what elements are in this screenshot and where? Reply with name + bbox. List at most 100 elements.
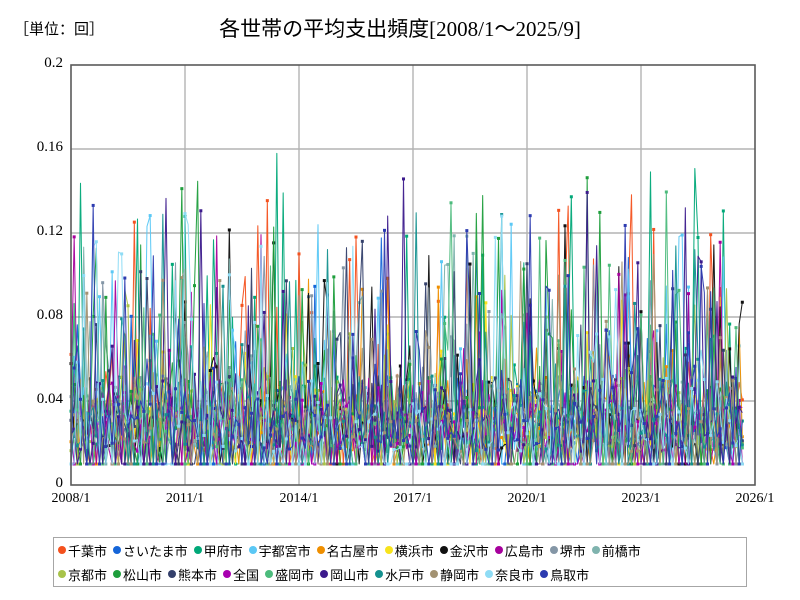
series-marker [652,462,656,466]
series-marker [250,462,253,466]
series-marker [563,258,567,262]
legend-item-広島市[interactable]: 広島市 [494,541,544,560]
legend-row-2: 京都市 松山市 熊本市 全国 盛岡市 岡山市 水戸市 静岡市 奈良市 鳥取市 [54,562,746,586]
series-marker [82,274,86,278]
series-marker [509,426,513,430]
series-marker [500,214,504,218]
series-marker [402,445,405,449]
series-marker [224,381,228,385]
series-marker [737,462,741,466]
y-axis-tick-label: 0.12 [36,223,63,239]
series-marker [487,443,491,447]
legend-color-swatch-icon [113,570,122,578]
series-marker [566,462,570,466]
legend-item-千葉市[interactable]: 千葉市 [58,541,107,560]
series-marker [313,364,317,368]
series-marker [300,361,304,365]
series-marker [335,375,339,379]
legend-item-全国[interactable]: 全国 [223,565,259,584]
legend-item-宇都宮市[interactable]: 宇都宮市 [248,541,311,560]
series-marker [522,267,526,271]
series-marker [478,406,481,410]
series-marker [544,447,548,451]
series-marker [75,360,79,364]
legend-item-名古屋市[interactable]: 名古屋市 [316,541,379,560]
series-marker [155,339,158,343]
legend-item-鳥取市[interactable]: 鳥取市 [540,565,589,584]
series-marker [538,410,542,414]
series-marker [674,384,678,388]
series-marker [174,411,177,415]
legend-item-静岡市[interactable]: 静岡市 [430,565,479,584]
series-marker [313,406,317,410]
series-marker [522,408,526,412]
series-marker [348,438,352,442]
series-marker [446,414,450,418]
series-marker [326,403,329,407]
series-marker [360,443,364,447]
series-marker [177,397,181,401]
series-marker [582,462,586,466]
series-marker [370,462,374,466]
series-marker [493,376,497,380]
series-marker [284,279,288,283]
series-marker [658,423,662,426]
series-marker [731,379,735,383]
series-marker [259,442,263,446]
series-marker [592,379,595,383]
series-marker [91,314,95,318]
y-axis-tick-label: 0 [55,475,64,491]
series-marker [354,440,358,444]
legend-item-奈良市[interactable]: 奈良市 [485,565,534,584]
series-marker [449,335,453,339]
series-marker [79,379,82,383]
legend-item-松山市[interactable]: 松山市 [113,565,162,584]
legend-item-金沢市[interactable]: 金沢市 [439,541,489,560]
legend-item-横浜市[interactable]: 横浜市 [384,541,434,560]
series-marker [522,443,526,447]
series-marker [734,326,738,330]
legend-item-甲府市[interactable]: 甲府市 [193,541,243,560]
series-marker [215,380,219,384]
series-marker [199,421,203,425]
series-marker [411,432,415,436]
legend-item-水戸市[interactable]: 水戸市 [375,565,424,584]
series-marker [699,260,703,264]
series-marker [79,447,82,451]
series-marker [636,420,640,424]
series-marker [471,424,475,428]
series-marker [721,209,725,213]
legend-item-熊本市[interactable]: 熊本市 [168,565,217,584]
series-marker [367,420,371,424]
series-marker [161,278,165,282]
legend-label: 千葉市 [68,543,108,559]
legend-item-盛岡市[interactable]: 盛岡市 [265,565,314,584]
series-marker [275,462,279,466]
legend-item-さいたま市[interactable]: さいたま市 [113,541,188,560]
series-marker [674,320,678,324]
legend-item-前橋市[interactable]: 前橋市 [591,541,641,560]
series-marker [202,433,206,437]
legend-color-swatch-icon [193,546,202,554]
series-marker [395,411,399,415]
legend-color-swatch-icon [58,570,66,578]
series-marker [291,347,295,350]
series-marker [737,405,741,409]
legend-item-岡山市[interactable]: 岡山市 [320,565,369,584]
series-marker [623,293,627,297]
x-axis-tick-label: 2017/1 [393,491,433,506]
series-marker [364,435,367,439]
series-marker [525,462,529,466]
series-marker [440,462,443,466]
series-marker [569,387,573,391]
legend-item-堺市[interactable]: 堺市 [549,541,586,560]
series-marker [538,433,542,437]
series-marker [446,408,450,412]
series-marker [288,439,291,443]
series-marker [126,434,130,438]
series-marker [79,412,82,416]
series-marker [373,412,377,416]
series-marker [79,462,82,466]
legend-item-京都市[interactable]: 京都市 [58,565,107,584]
series-marker [180,410,184,414]
